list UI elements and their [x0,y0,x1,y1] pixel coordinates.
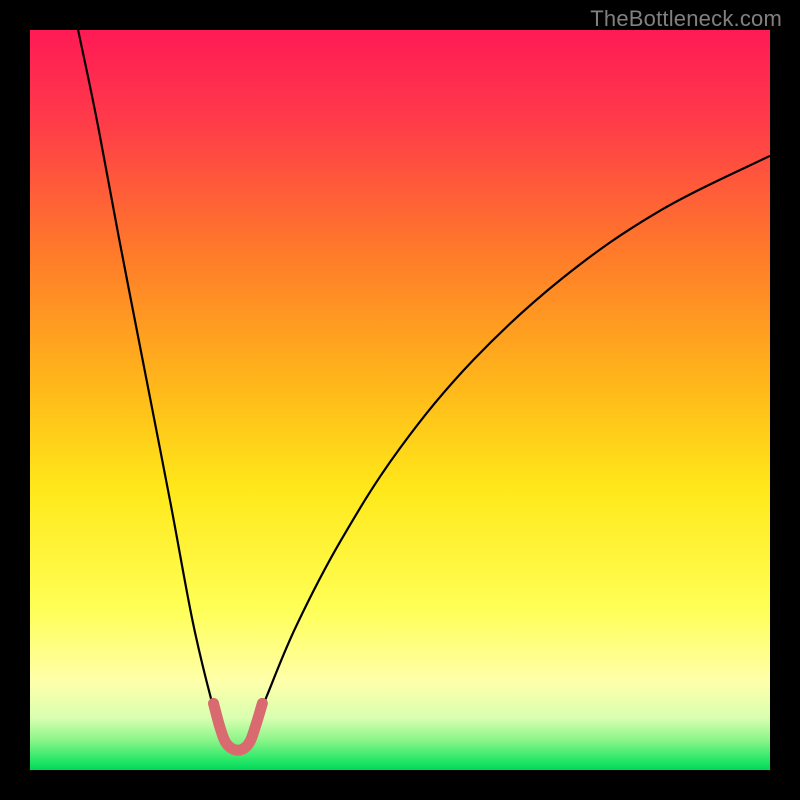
chart-background [30,30,770,770]
watermark-text: TheBottleneck.com [590,6,782,32]
bottleneck-chart [0,0,800,800]
